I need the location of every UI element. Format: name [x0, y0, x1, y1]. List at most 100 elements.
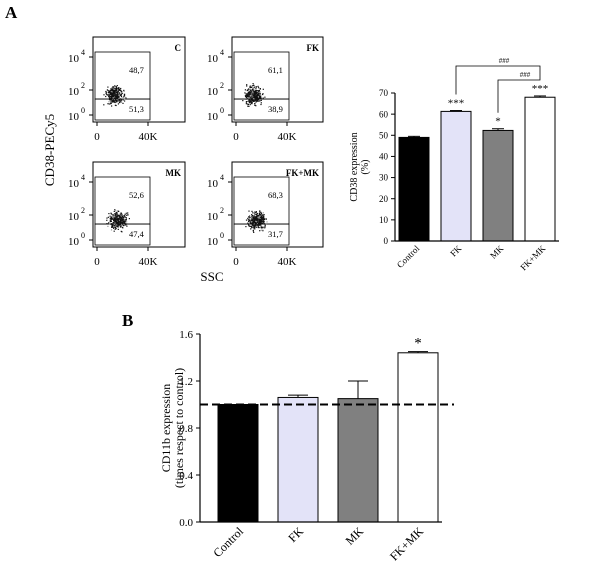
scatter-dot — [117, 224, 120, 226]
scatter-dot — [262, 230, 264, 232]
scatter-dot — [261, 222, 263, 224]
gate-lower-percent: 47,4 — [129, 229, 145, 239]
flow-y-tick-exponent: 4 — [220, 173, 224, 182]
scatter-dot — [249, 220, 251, 222]
scatter-dot — [108, 98, 110, 101]
scatter-dot — [120, 212, 122, 214]
scatter-dot — [250, 94, 253, 96]
scatter-dot — [253, 98, 255, 100]
panel-label-b: B — [122, 311, 133, 330]
scatter-dot — [120, 218, 122, 220]
scatter-dot — [250, 217, 252, 219]
scatter-dot — [116, 223, 118, 225]
scatter-dot — [256, 91, 258, 94]
dot-plot-frame — [92, 36, 186, 123]
cd38-bar-chart: 0 10 20 30 40 50 60 70 CD38 expression(%) Control… — [349, 57, 559, 272]
scatter-dot — [251, 101, 253, 103]
scatter-dot — [262, 220, 264, 222]
scatter-dot — [110, 212, 112, 214]
scatter-dot — [105, 92, 107, 94]
scatter-dot — [259, 210, 261, 212]
scatter-dot — [249, 87, 252, 89]
flow-y-tick-exponent: 4 — [81, 173, 85, 182]
bar — [482, 129, 514, 242]
scatter-dot — [120, 93, 122, 95]
scatter-dot — [255, 86, 258, 88]
scatter-dot — [260, 220, 262, 222]
scatter-dot — [262, 217, 264, 219]
scatter-dot — [109, 215, 111, 217]
scatter-dot — [262, 215, 264, 217]
y-tick-label: 0.8 — [179, 423, 193, 435]
scatter-dot — [262, 218, 265, 220]
scatter-dot — [252, 219, 254, 221]
scatter-dot — [119, 213, 121, 215]
scatter-dot — [252, 221, 254, 224]
scatter-dot — [251, 216, 253, 218]
scatter-dot — [110, 96, 112, 98]
scatter-dot — [252, 90, 254, 92]
scatter-dot — [257, 94, 259, 97]
y-tick-label: 1.6 — [179, 329, 193, 341]
scatter-dot — [249, 221, 251, 224]
scatter-dot — [252, 215, 254, 217]
scatter-dot — [256, 221, 258, 223]
scatter-dot — [260, 229, 262, 231]
scatter-dot — [114, 213, 116, 215]
scatter-dot — [116, 221, 118, 223]
scatter-dot — [110, 229, 113, 231]
scatter-dot — [255, 93, 257, 95]
scatter-dot — [109, 89, 112, 91]
scatter-dot — [252, 226, 254, 228]
scatter-dot — [256, 223, 258, 225]
scatter-dot — [262, 93, 264, 96]
scatter-dot — [113, 94, 115, 96]
scatter-dot — [258, 89, 260, 92]
scatter-dot — [122, 96, 124, 99]
scatter-dot — [120, 215, 122, 217]
scatter-dot — [113, 99, 115, 101]
scatter-dot — [253, 225, 255, 227]
scatter-dot — [249, 219, 251, 221]
y-axis-label-line-2: (times respect to control) — [172, 368, 186, 488]
scatter-dot — [263, 214, 265, 216]
scatter-dot — [108, 93, 111, 95]
scatter-dot — [114, 104, 116, 106]
scatter-dot — [248, 99, 250, 101]
scatter-dot — [110, 218, 112, 220]
scatter-dot — [105, 95, 107, 98]
scatter-dot — [252, 100, 255, 102]
scatter-dot — [248, 218, 250, 220]
flow-y-tick-label: 10 — [68, 236, 80, 248]
scatter-dot — [122, 221, 125, 223]
scatter-dot — [247, 92, 249, 94]
scatter-dot — [125, 212, 127, 214]
scatter-dot — [119, 218, 121, 221]
scatter-dot — [122, 99, 124, 101]
scatter-dot — [251, 99, 253, 101]
scatter-dot — [256, 215, 258, 217]
scatter-dot — [118, 219, 120, 221]
scatter-dot — [118, 87, 120, 89]
scatter-dot — [254, 219, 256, 221]
scatter-dot — [113, 98, 115, 101]
scatter-dot — [112, 86, 114, 88]
flow-y-tick-exponent: 4 — [81, 48, 85, 57]
gate-upper-percent: 48,7 — [129, 65, 144, 75]
flow-y-tick-label: 10 — [207, 211, 219, 223]
scatter-dot — [115, 221, 117, 223]
scatter-dot — [252, 224, 254, 226]
scatter-dot — [117, 95, 119, 97]
scatter-dot — [109, 95, 111, 97]
bar — [217, 404, 259, 523]
scatter-dot — [258, 92, 260, 95]
scatter-dot — [264, 96, 266, 98]
scatter-dot — [250, 225, 252, 227]
flow-y-tick-label: 10 — [68, 178, 80, 190]
scatter-dot — [248, 216, 250, 218]
scatter-dot — [250, 86, 252, 88]
scatter-dot — [253, 97, 255, 99]
scatter-dot — [111, 91, 113, 93]
bracket-label: ### — [520, 71, 531, 79]
